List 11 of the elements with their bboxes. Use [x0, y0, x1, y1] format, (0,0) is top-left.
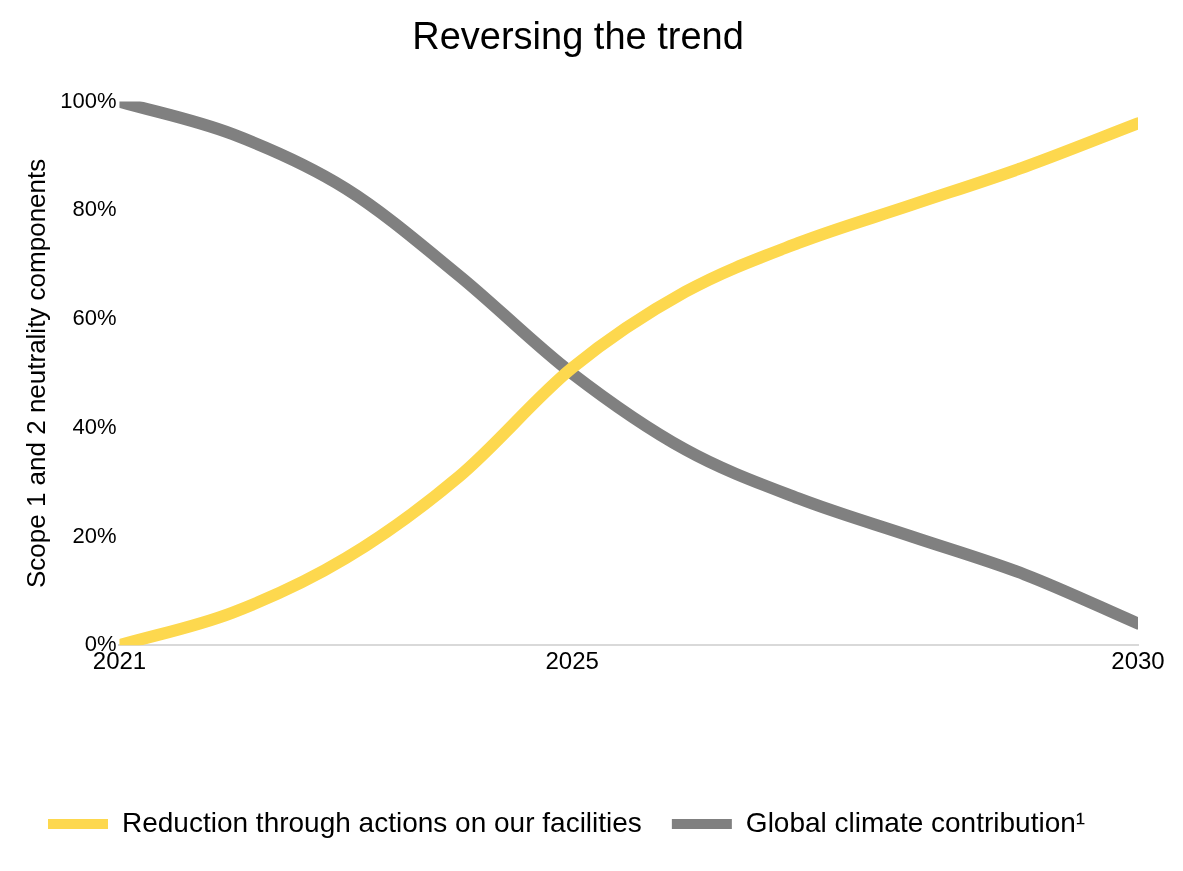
- x-tick-label: 2030: [1111, 647, 1165, 675]
- y-tick-label: 80%: [72, 196, 117, 222]
- legend-label: Reduction through actions on our facilities: [122, 806, 642, 838]
- x-tick-label: 2025: [545, 647, 599, 675]
- y-tick-label: 60%: [72, 305, 117, 331]
- y-axis-title: Scope 1 and 2 neutrality components: [20, 158, 51, 589]
- legend-label: Global climate contribution¹: [745, 806, 1086, 838]
- y-tick-label: 40%: [72, 413, 117, 439]
- y-tick-label: 100%: [60, 87, 117, 113]
- y-tick-label: 20%: [72, 522, 117, 548]
- chart-title: Reversing the trend: [412, 15, 744, 58]
